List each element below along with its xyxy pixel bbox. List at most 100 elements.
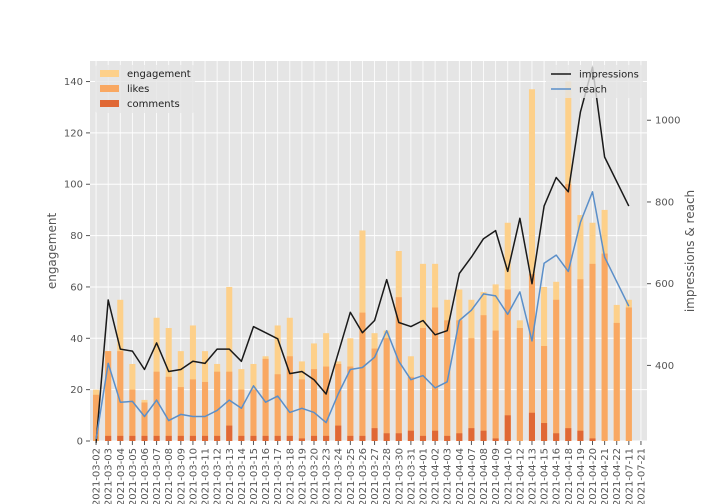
- right-axis-ticks: 400 600 800 1000: [647, 116, 680, 372]
- x-tick-label: 2021-03-12: [213, 448, 224, 504]
- bar-comments: [492, 438, 499, 441]
- y2-tick-label: 800: [655, 197, 674, 208]
- bar-comments: [105, 435, 112, 441]
- x-tick-label: 2021-04-15: [540, 448, 551, 504]
- x-tick-label: 2021-04-18: [564, 448, 575, 504]
- bar-comments: [298, 438, 305, 441]
- bar-likes: [335, 363, 342, 441]
- bar-likes: [541, 346, 548, 441]
- y2-tick-label: 400: [655, 361, 674, 372]
- x-tick-label: 2021-03-23: [322, 448, 333, 504]
- line-impressions: [95, 66, 630, 444]
- bar-likes: [226, 371, 233, 441]
- legend-label-engagement: engagement: [127, 69, 191, 80]
- y-tick-label: 60: [70, 282, 83, 293]
- x-tick-label: 2021-07-11: [624, 448, 635, 504]
- bar-likes: [432, 307, 439, 441]
- bar-comments: [444, 435, 451, 441]
- x-tick-label: 2021-04-19: [576, 448, 587, 504]
- x-tick-label: 2021-03-26: [358, 448, 369, 504]
- y-tick-label: 140: [64, 77, 83, 88]
- x-tick-label: 2021-07-21: [636, 448, 647, 504]
- x-tick-label: 2021-03-03: [104, 448, 115, 504]
- bar-likes: [274, 374, 281, 441]
- legend-lines: impressions reach: [546, 65, 643, 98]
- x-tick-label: 2021-04-03: [443, 448, 454, 504]
- x-tick-label: 2021-03-15: [249, 448, 260, 504]
- line-series-group: [95, 66, 630, 444]
- bar-likes: [480, 315, 487, 441]
- x-tick-label: 2021-03-11: [201, 448, 212, 504]
- bar-comments: [528, 412, 535, 441]
- bar-likes: [153, 371, 160, 441]
- bar-likes: [516, 328, 523, 441]
- x-axis-ticks: 2021-03-02 2021-03-03 2021-03-04 2021-03-05…: [92, 441, 647, 504]
- bar-engagement: [226, 286, 233, 441]
- x-tick-label: 2021-03-28: [382, 448, 393, 504]
- bar-comments: [395, 433, 402, 441]
- bar-likes: [407, 376, 414, 441]
- legend-swatch-comments: [100, 100, 119, 107]
- bar-comments: [371, 428, 378, 441]
- bar-likes: [492, 330, 499, 441]
- x-tick-label: 2021-04-22: [612, 448, 623, 504]
- bar-likes: [105, 351, 112, 441]
- left-axis-ticks: 0 20 40 60 80 100 120 140: [64, 77, 90, 448]
- bar-comments: [589, 438, 596, 441]
- bar-comments: [577, 430, 584, 441]
- y-tick-label: 120: [64, 128, 83, 139]
- legend-bars: engagement likes comments: [95, 65, 195, 113]
- legend-swatch-likes: [100, 85, 119, 92]
- bar-comments: [189, 435, 196, 441]
- x-tick-label: 2021-03-08: [164, 448, 175, 504]
- x-tick-label: 2021-04-01: [418, 448, 429, 504]
- x-tick-label: 2021-03-16: [261, 448, 272, 504]
- plot-background: [90, 61, 647, 441]
- bar-comments: [335, 425, 342, 441]
- bar-comments: [165, 435, 172, 441]
- x-tick-label: 2021-03-09: [176, 448, 187, 504]
- bar-likes: [262, 358, 269, 441]
- bar-comments: [238, 435, 245, 441]
- bar-comments: [565, 428, 572, 441]
- bar-comments: [407, 430, 414, 441]
- x-tick-label: 2021-04-09: [491, 448, 502, 504]
- bar-comments: [310, 435, 318, 441]
- bar-comments: [141, 435, 148, 441]
- bar-likes: [468, 338, 475, 441]
- bar-likes: [395, 297, 402, 441]
- x-tick-label: 2021-03-18: [285, 448, 296, 504]
- x-tick-label: 2021-03-04: [116, 448, 127, 504]
- bar-likes: [565, 184, 572, 442]
- x-tick-label: 2021-03-25: [346, 448, 357, 504]
- bar-comments: [323, 435, 330, 441]
- bar-likes: [165, 376, 172, 441]
- x-tick-label: 2021-03-27: [370, 448, 381, 504]
- bar-likes: [347, 366, 354, 441]
- y-tick-label: 100: [64, 180, 83, 191]
- bar-comments: [153, 435, 160, 441]
- y2-axis-title: impressions & reach: [683, 190, 697, 312]
- bar-comments: [274, 435, 281, 441]
- bar-comments: [480, 430, 487, 441]
- bar-likes: [202, 381, 209, 441]
- bar-likes: [601, 253, 608, 441]
- y2-tick-label: 600: [655, 279, 674, 290]
- bar-comments: [504, 415, 511, 441]
- bar-comments: [129, 435, 136, 441]
- bar-likes: [613, 322, 620, 441]
- bar-comments: [250, 435, 257, 441]
- y-tick-label: 80: [70, 231, 83, 242]
- legend-bars-box: [95, 65, 195, 113]
- bar-comments: [117, 435, 124, 441]
- bar-likes: [141, 402, 148, 441]
- bar-likes: [286, 356, 293, 441]
- bar-comments: [286, 435, 293, 441]
- x-tick-label: 2021-03-19: [297, 448, 308, 504]
- x-tick-label: 2021-03-13: [225, 448, 236, 504]
- bar-likes: [625, 307, 632, 441]
- legend-label-likes: likes: [127, 84, 149, 95]
- x-tick-label: 2021-04-21: [600, 448, 611, 504]
- x-tick-label: 2021-04-20: [588, 448, 599, 504]
